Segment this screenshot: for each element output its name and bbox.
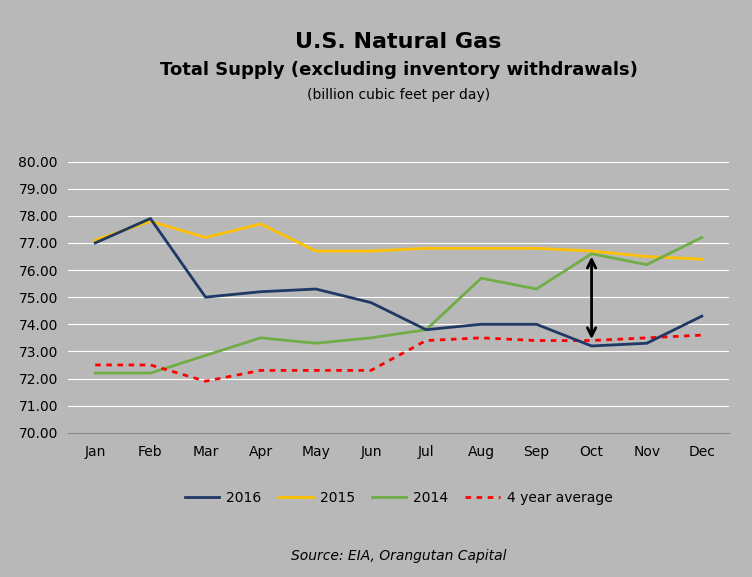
Text: Total Supply (excluding inventory withdrawals): Total Supply (excluding inventory withdr…: [159, 61, 638, 78]
Text: U.S. Natural Gas: U.S. Natural Gas: [296, 32, 502, 52]
Text: (billion cubic feet per day): (billion cubic feet per day): [307, 88, 490, 102]
Text: Source: EIA, Orangutan Capital: Source: EIA, Orangutan Capital: [291, 549, 506, 563]
Legend: 2016, 2015, 2014, 4 year average: 2016, 2015, 2014, 4 year average: [179, 486, 618, 511]
Title: U.S. Natural Gas
Total Supply (excluding inventory withdrawals)
(billion cubic f: U.S. Natural Gas Total Supply (excluding…: [0, 576, 1, 577]
